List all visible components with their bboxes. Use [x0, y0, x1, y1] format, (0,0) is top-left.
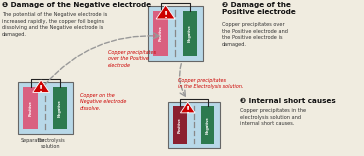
Text: Positive: Positive: [159, 26, 163, 41]
Polygon shape: [156, 5, 175, 19]
Text: Negative: Negative: [206, 116, 210, 134]
Text: ❷ Damage of the
Positive electrode: ❷ Damage of the Positive electrode: [222, 2, 296, 15]
Polygon shape: [181, 102, 195, 113]
Text: !: !: [186, 106, 190, 115]
Text: !: !: [39, 85, 43, 94]
Bar: [18, 82, 73, 134]
Bar: [154, 11, 168, 56]
Text: Copper precipitates
over the Positive
electrode: Copper precipitates over the Positive el…: [108, 50, 156, 68]
Text: !: !: [163, 11, 168, 20]
Bar: [168, 102, 220, 148]
Polygon shape: [33, 80, 50, 92]
Text: Electrolysis
solution: Electrolysis solution: [37, 138, 65, 149]
Text: Copper on the
Negative electrode
dissolve.: Copper on the Negative electrode dissolv…: [80, 93, 126, 111]
Text: Copper precipitates over
the Positive electrode and
the Positive electrode is
da: Copper precipitates over the Positive el…: [222, 22, 288, 47]
Text: ❸ Internal short causes: ❸ Internal short causes: [240, 98, 336, 104]
Text: Separator: Separator: [21, 138, 46, 143]
Text: Positive: Positive: [29, 100, 33, 116]
Bar: [183, 11, 197, 56]
Bar: [173, 106, 187, 144]
Text: Negative: Negative: [188, 25, 192, 42]
Bar: [53, 87, 67, 129]
Text: ❶ Damage of the Negative electrode: ❶ Damage of the Negative electrode: [2, 2, 151, 8]
Bar: [148, 6, 203, 61]
Text: Negative: Negative: [58, 99, 62, 117]
Bar: [201, 106, 214, 144]
Text: Positive: Positive: [178, 117, 182, 133]
Text: Copper precipitates in the
electrolysis solution and
internal short causes.: Copper precipitates in the electrolysis …: [240, 108, 306, 126]
Text: The potential of the Negative electrode is
increased rapidly, the copper foil be: The potential of the Negative electrode …: [2, 12, 107, 37]
Bar: [24, 87, 38, 129]
Text: Copper precipitates
in the Electrolysis solution.: Copper precipitates in the Electrolysis …: [178, 78, 244, 89]
